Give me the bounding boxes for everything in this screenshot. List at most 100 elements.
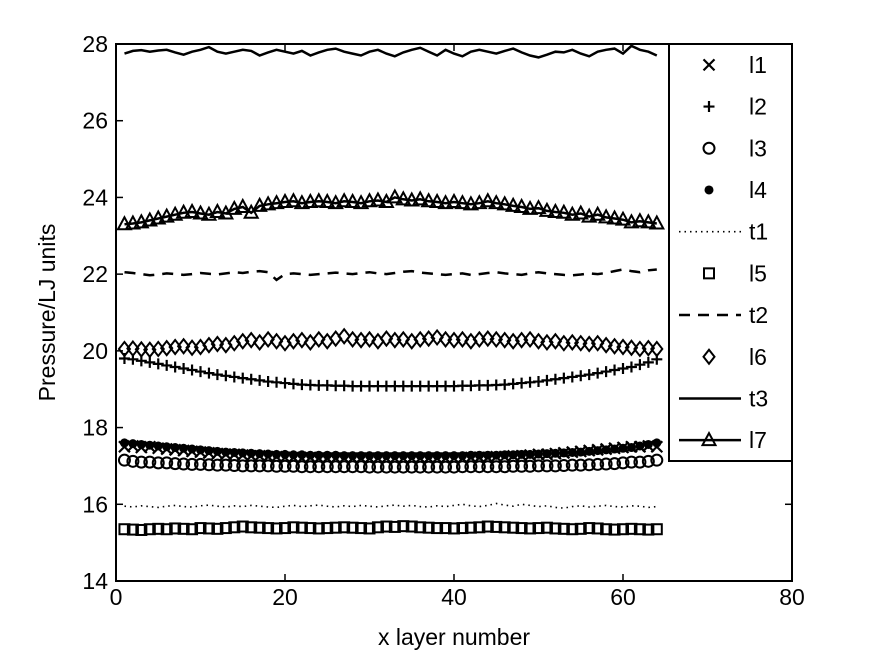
legend-box — [668, 43, 793, 462]
data-point-l7 — [209, 202, 226, 219]
data-point-l5 — [490, 520, 503, 533]
data-point-l7 — [606, 209, 623, 225]
data-point-l7 — [547, 202, 564, 219]
data-point-l4 — [491, 450, 501, 460]
data-point-l7 — [361, 192, 378, 208]
data-point-l7 — [428, 192, 446, 209]
data-point-l4 — [119, 438, 129, 448]
data-point-l3 — [388, 460, 402, 474]
data-point-l7 — [479, 192, 496, 208]
legend-item-t2: t2 — [679, 302, 768, 328]
data-point-l2 — [237, 372, 249, 384]
data-point-l6 — [345, 330, 360, 348]
data-point-l7 — [259, 195, 277, 211]
data-point-l4 — [238, 448, 248, 458]
data-point-l6 — [531, 332, 546, 350]
legend-marker-l7 — [700, 431, 718, 447]
data-point-l2 — [549, 373, 561, 385]
data-point-l5 — [329, 521, 342, 534]
data-point-l4 — [652, 438, 662, 448]
data-point-l6 — [489, 330, 504, 348]
data-point-l3 — [608, 457, 622, 471]
data-point-l4 — [187, 444, 197, 454]
data-point-l6 — [481, 329, 495, 348]
data-point-l3 — [261, 459, 275, 473]
data-point-l7 — [335, 192, 353, 208]
data-point-l4 — [525, 449, 535, 459]
data-point-l7 — [572, 204, 589, 220]
data-point-l6 — [565, 333, 580, 352]
data-point-l7 — [310, 192, 327, 208]
legend-label-t2: t2 — [749, 302, 768, 328]
data-point-l4 — [162, 442, 172, 452]
data-point-l5 — [135, 523, 148, 536]
data-point-l6 — [548, 332, 563, 350]
y-axis-title: Pressure/LJ units — [34, 224, 60, 402]
data-point-l3 — [337, 460, 351, 474]
data-point-l6 — [362, 330, 377, 348]
data-point-l5 — [304, 522, 317, 535]
data-point-l4 — [424, 451, 434, 461]
data-point-l4 — [449, 451, 459, 461]
data-point-l3 — [481, 460, 495, 474]
data-point-l3 — [236, 459, 250, 473]
data-point-l4 — [297, 450, 307, 460]
data-point-l5 — [186, 523, 199, 536]
legend-label-l2: l2 — [749, 94, 767, 120]
data-point-l7 — [496, 195, 513, 211]
legend-marker-l5 — [703, 267, 715, 280]
data-point-l3 — [363, 460, 376, 474]
data-point-l7 — [597, 208, 615, 224]
data-point-l3 — [396, 460, 410, 474]
data-point-l4 — [373, 451, 383, 461]
data-point-l4 — [398, 451, 408, 461]
data-point-l4 — [212, 446, 222, 456]
data-point-l3 — [498, 460, 512, 474]
data-point-l2 — [211, 369, 223, 381]
data-point-l5 — [617, 523, 629, 536]
legend-item-l3: l3 — [702, 135, 767, 161]
series-t3 — [124, 44, 658, 59]
data-point-l2 — [558, 372, 570, 384]
data-point-l2 — [186, 364, 198, 376]
data-point-l3 — [430, 460, 444, 474]
data-point-l3 — [117, 453, 131, 467]
legend-item-t3: t3 — [679, 385, 768, 411]
data-point-l2 — [533, 376, 544, 388]
data-point-l4 — [221, 447, 231, 457]
legend-marker-l4 — [704, 185, 714, 195]
data-point-l7 — [462, 195, 480, 211]
data-point-l7 — [445, 192, 463, 209]
data-point-l4 — [179, 443, 189, 453]
data-point-l4 — [348, 451, 358, 461]
data-point-l7 — [504, 196, 522, 212]
data-point-l3 — [278, 459, 292, 473]
data-point-l6 — [641, 339, 656, 357]
data-point-l3 — [624, 455, 638, 469]
data-point-l7 — [614, 210, 632, 226]
data-point-l3 — [295, 460, 309, 474]
data-point-l4 — [441, 451, 451, 461]
legend-item-l2: l2 — [703, 94, 767, 120]
data-point-l6 — [126, 339, 140, 358]
data-point-l4 — [567, 448, 577, 458]
data-point-l4 — [584, 446, 594, 456]
data-point-l7 — [589, 205, 606, 221]
data-point-l5 — [363, 522, 376, 535]
data-point-l7 — [403, 191, 420, 207]
data-point-l3 — [472, 460, 486, 474]
data-point-l3 — [354, 460, 368, 474]
data-point-l3 — [219, 458, 233, 472]
data-point-l3 — [574, 458, 588, 472]
data-point-l3 — [371, 460, 385, 474]
data-point-l6 — [624, 339, 639, 357]
data-point-l4 — [153, 441, 163, 451]
data-point-l6 — [269, 332, 284, 350]
data-point-l5 — [650, 523, 663, 536]
legend-item-l5: l5 — [703, 260, 767, 286]
data-point-l2 — [144, 356, 156, 368]
data-point-l3 — [405, 460, 419, 474]
series-l2 — [118, 353, 663, 392]
data-point-l7 — [538, 201, 556, 217]
data-point-l7 — [344, 192, 361, 209]
